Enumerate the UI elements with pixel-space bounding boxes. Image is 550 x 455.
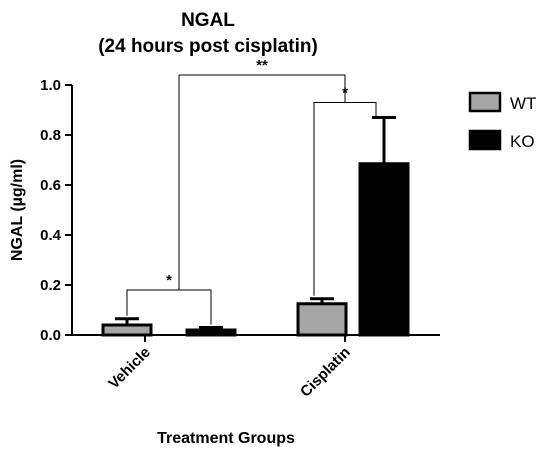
y-tick-label: 1.0: [40, 77, 61, 94]
y-axis-title: NGAL (µg/ml): [9, 159, 26, 261]
y-tick-label: 0.2: [40, 277, 61, 294]
bars: [101, 116, 410, 337]
y-tick-label: 0.6: [40, 177, 61, 194]
significance-bracket: [178, 74, 346, 290]
legend-label-wt: WT: [510, 94, 536, 113]
bar-cisplatin-ko: [358, 162, 410, 337]
y-tick-label: 0.4: [40, 227, 62, 244]
legend: WT KO: [468, 91, 536, 151]
chart-title-line-1: NGAL: [181, 10, 235, 31]
y-ticks: 0.0 0.2 0.4 0.6 0.8 1.0: [40, 77, 72, 344]
x-category-labels: Vehicle Cisplatin: [105, 335, 354, 401]
bar-vehicle-wt: [101, 323, 153, 337]
x-tick-label: Cisplatin: [297, 344, 354, 401]
significance-label: *: [166, 272, 172, 289]
chart-title-line-2: (24 hours post cisplatin): [98, 36, 318, 57]
significance-brackets: ****: [126, 57, 377, 325]
significance-bracket: [126, 289, 212, 325]
legend-swatch-wt: [468, 91, 502, 113]
legend-label-ko: KO: [510, 132, 535, 151]
x-axis-title: Treatment Groups: [157, 430, 295, 447]
y-tick-label: 0.0: [40, 327, 61, 344]
x-tick-label: Vehicle: [105, 344, 154, 393]
bar-vehicle-ko: [185, 328, 237, 337]
bar-cisplatin-wt: [296, 302, 348, 337]
significance-label: **: [256, 57, 268, 74]
legend-swatch-ko: [468, 129, 502, 151]
y-tick-label: 0.8: [40, 127, 61, 144]
